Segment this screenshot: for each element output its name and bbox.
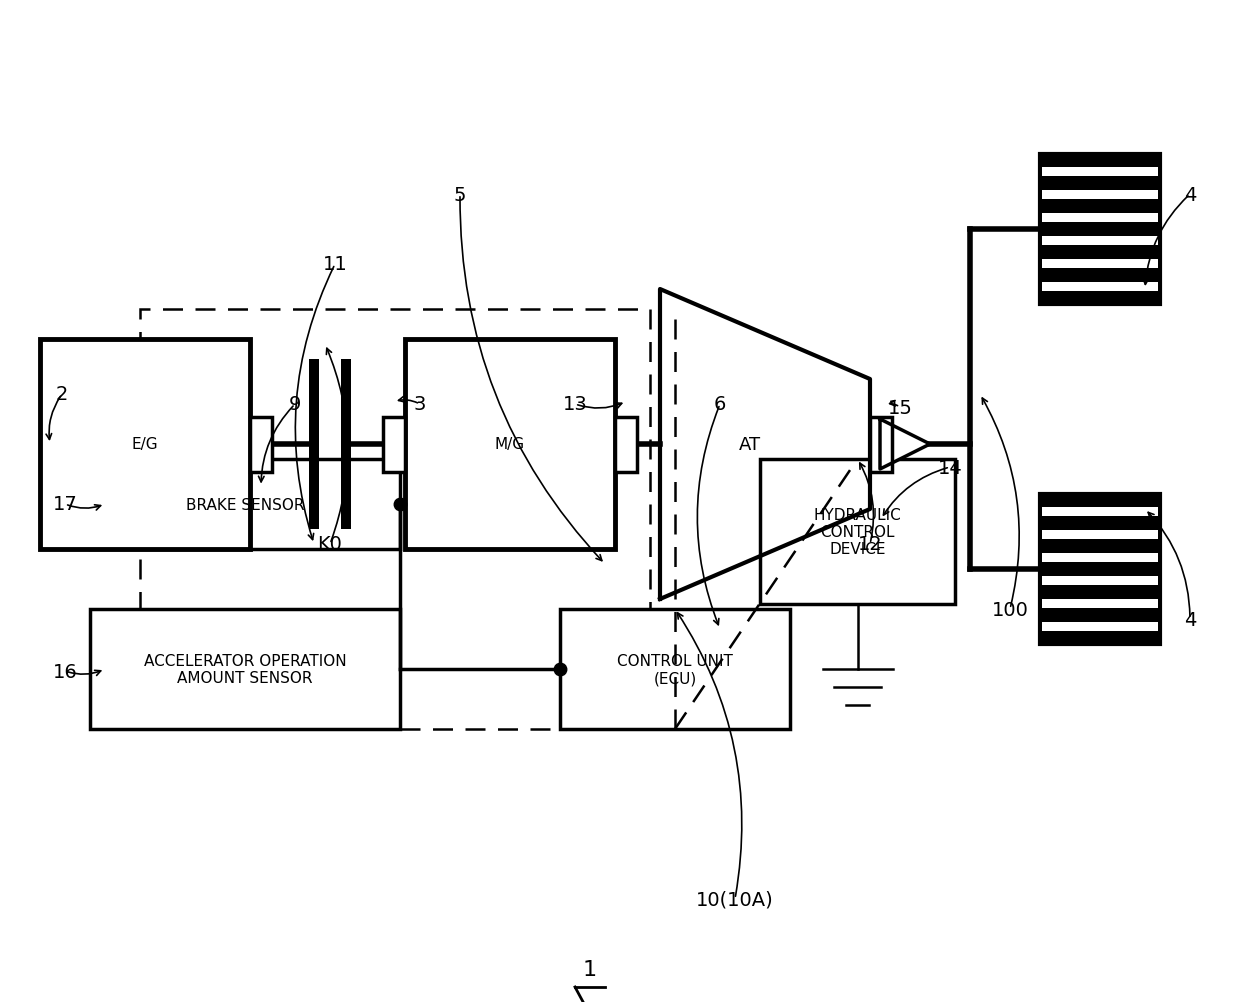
Bar [870, 417, 892, 472]
Polygon shape [880, 420, 930, 470]
Text: 17: 17 [52, 495, 77, 514]
Bar [40, 340, 250, 549]
Bar [91, 609, 401, 729]
Bar [1042, 530, 1158, 540]
Text: 6: 6 [714, 395, 727, 414]
Bar [309, 360, 319, 529]
Bar [1042, 260, 1158, 270]
Bar [405, 340, 615, 549]
Bar [1042, 190, 1158, 200]
Text: 4: 4 [1184, 610, 1197, 629]
Bar [1040, 495, 1159, 644]
Polygon shape [660, 290, 870, 599]
Text: 14: 14 [937, 458, 962, 477]
Text: 15: 15 [888, 398, 913, 417]
Bar [1042, 553, 1158, 563]
Text: 100: 100 [992, 600, 1028, 619]
Text: 4: 4 [1184, 185, 1197, 204]
Bar [615, 417, 637, 472]
Bar [560, 609, 790, 729]
Bar [383, 417, 405, 472]
Text: BRAKE SENSOR: BRAKE SENSOR [186, 497, 304, 512]
Text: CONTROL UNIT
(ECU): CONTROL UNIT (ECU) [618, 653, 733, 685]
Text: 1: 1 [583, 959, 598, 979]
Text: HYDRAULIC
CONTROL
DEVICE: HYDRAULIC CONTROL DEVICE [813, 507, 901, 557]
Bar [140, 310, 650, 729]
Bar [1042, 576, 1158, 586]
Text: AT: AT [739, 436, 761, 454]
Bar [250, 417, 272, 472]
Bar [341, 360, 351, 529]
Text: 9: 9 [289, 395, 301, 414]
Text: 10(10A): 10(10A) [696, 890, 774, 909]
Bar [1042, 622, 1158, 632]
Text: 5: 5 [454, 185, 466, 204]
Text: 2: 2 [56, 385, 68, 404]
Bar [1040, 155, 1159, 305]
Bar [1042, 599, 1158, 609]
Bar [91, 460, 401, 549]
Text: E/G: E/G [131, 437, 159, 452]
Bar [1042, 213, 1158, 223]
Text: ACCELERATOR OPERATION
AMOUNT SENSOR: ACCELERATOR OPERATION AMOUNT SENSOR [144, 653, 346, 685]
Text: K0: K0 [317, 535, 342, 554]
Bar [1042, 507, 1158, 517]
Bar [1042, 236, 1158, 246]
Text: M/G: M/G [495, 437, 525, 452]
Bar [1042, 167, 1158, 177]
Text: 16: 16 [52, 662, 77, 680]
Text: 11: 11 [322, 256, 347, 275]
Bar [1042, 283, 1158, 293]
Text: 13: 13 [563, 395, 588, 414]
Bar [760, 460, 955, 604]
Text: 3: 3 [414, 395, 427, 414]
Text: 12: 12 [858, 535, 883, 554]
